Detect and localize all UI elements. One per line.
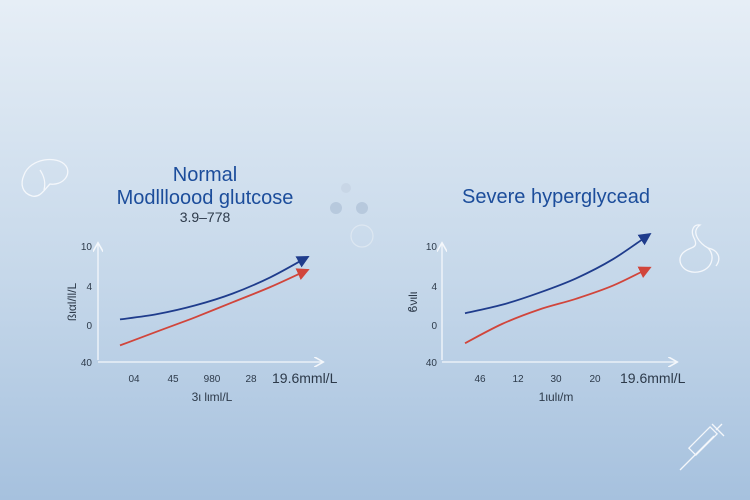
x-tick-label: 46 bbox=[474, 374, 486, 385]
chart-right-x-ticks: 46 12 30 20 bbox=[474, 374, 601, 385]
x-tick-label: 980 bbox=[204, 374, 221, 385]
x-tick-label: 20 bbox=[589, 374, 601, 385]
stomach-outline-icon bbox=[679, 224, 720, 273]
molecule-icon bbox=[330, 183, 374, 248]
chart-left-title-line2: Modllloood glutcose bbox=[117, 187, 294, 209]
chart-left-subtitle: 3.9–778 bbox=[180, 209, 231, 225]
chart-right-x-end-label: 19.6mml/L bbox=[620, 370, 686, 386]
chart-left-x-end-label: 19.6mml/L bbox=[272, 370, 338, 386]
y-tick-label: 40 bbox=[81, 358, 93, 369]
liver-outline-icon bbox=[21, 158, 69, 197]
chart-right: Severe hyperglycead 10 4 0 40 ϐνιlι 46 1… bbox=[406, 186, 686, 404]
chart-right-title: Severe hyperglycead bbox=[462, 186, 650, 208]
y-tick-label: 0 bbox=[86, 321, 92, 332]
y-tick-label: 10 bbox=[81, 242, 93, 253]
chart-right-y-label: ϐνιlι bbox=[406, 291, 420, 312]
chart-left-x-ticks: 04 45 980 28 bbox=[128, 374, 257, 385]
y-tick-label: 40 bbox=[426, 358, 438, 369]
x-tick-label: 30 bbox=[550, 374, 562, 385]
chart-left-y-ticks: 10 4 0 40 bbox=[81, 242, 93, 369]
chart-left-series-red bbox=[119, 268, 310, 347]
y-tick-label: 10 bbox=[426, 242, 438, 253]
chart-left-y-label: ßιαl/ll/L bbox=[65, 283, 79, 322]
syringe-icon bbox=[679, 423, 725, 471]
chart-left-series-blue bbox=[119, 255, 310, 321]
chart-left: Normal Modllloood glutcose 3.9–778 10 4 … bbox=[65, 164, 338, 404]
y-tick-label: 4 bbox=[431, 282, 437, 293]
chart-right-series-blue bbox=[464, 232, 652, 315]
x-tick-label: 28 bbox=[245, 374, 257, 385]
x-tick-label: 12 bbox=[512, 374, 524, 385]
chart-right-x-label: 1ιulι/m bbox=[539, 390, 574, 404]
chart-left-title-line1: Normal bbox=[173, 164, 237, 186]
chart-left-x-label: 3ι lιml/L bbox=[192, 390, 233, 404]
chart-right-series-red bbox=[464, 266, 652, 344]
y-tick-label: 4 bbox=[86, 282, 92, 293]
chart-right-y-ticks: 10 4 0 40 bbox=[426, 242, 438, 369]
x-tick-label: 04 bbox=[128, 374, 140, 385]
y-tick-label: 0 bbox=[431, 321, 437, 332]
x-tick-label: 45 bbox=[167, 374, 179, 385]
